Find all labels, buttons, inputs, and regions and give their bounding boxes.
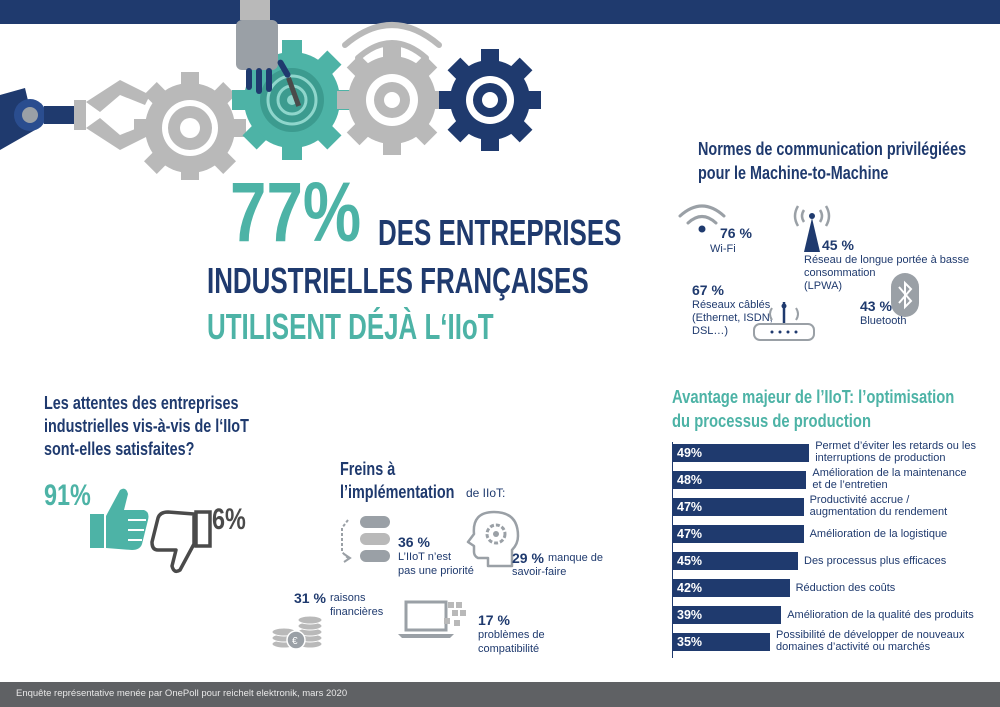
chart-category-label: Amélioration de la maintenance et de l’en… (812, 467, 966, 491)
list-icon (341, 516, 390, 563)
knowhow-label-line2: savoir-faire (512, 566, 567, 578)
chart-value-label: 49% (677, 446, 703, 460)
wifi-icon (678, 204, 726, 233)
chart-bar (672, 525, 804, 543)
chart-bar (672, 606, 782, 624)
chart-category-label-line: Amélioration de la logistique (809, 528, 948, 540)
chart-category-label: Productivité accrue / augmentation du ren… (810, 494, 948, 518)
chart-axis (672, 442, 673, 658)
comm-title-line2: pour le Machine-to-Machine (698, 163, 889, 183)
head-gear-icon (466, 510, 520, 568)
laptop-icon (398, 600, 466, 638)
priority-pct: 36 % (398, 534, 430, 550)
robot-arm-icon (0, 80, 150, 150)
chart-category-label-line: Réduction des coûts (795, 582, 896, 594)
bluetooth-icon (891, 273, 919, 317)
footer-bar: Enquête représentative menée par OnePoll… (0, 682, 1000, 707)
gear-icon (134, 72, 246, 180)
chart-value-label: 47% (677, 500, 703, 514)
antenna-icon (793, 205, 831, 252)
chart-bar (672, 579, 790, 597)
robot-hand-icon (236, 0, 302, 107)
chart-category-label-line: Amélioration de la qualité des produits (787, 609, 974, 621)
compat-label-line2: compatibilité (478, 643, 540, 655)
chart-value-label: 39% (677, 608, 703, 622)
compat-label-line1: problèmes de (478, 629, 545, 641)
unsatisfied-pct: 6% (212, 503, 246, 536)
wired-label-line3: DSL…) (692, 325, 729, 337)
chart-category-label-line: et de l’entretien (812, 479, 888, 491)
priority-label-line2: pas une priorité (398, 565, 474, 577)
chart-value-label: 35% (677, 635, 703, 649)
chart-bar (672, 552, 798, 570)
header-illustration (0, 0, 541, 180)
gear-icon (439, 49, 541, 151)
chart-category-label: Possibilité de développer de nouveaux dom… (776, 629, 964, 653)
bluetooth-label: Bluetooth (860, 315, 907, 327)
chart-value-label: 47% (677, 527, 703, 541)
chart-bar (672, 471, 807, 489)
financial-label-line2: financières (330, 606, 384, 618)
chart-value-label: 48% (677, 473, 703, 487)
wifi-pct: 76 % (720, 225, 752, 241)
advantage-title-line1: Avantage majeur de l’IIoT: l’optimisatio… (672, 386, 955, 407)
chart-bar (672, 444, 810, 462)
router-icon (753, 302, 815, 341)
top-banner (0, 0, 1000, 24)
chart-category-label-line: augmentation du rendement (809, 506, 948, 518)
satisfaction-title-line3: sont-elles satisfaites? (44, 439, 195, 459)
knowhow-label-inline: manque de (548, 552, 604, 564)
wired-label-line1: Réseaux câblés (692, 299, 771, 311)
financial-pct: 31 % (294, 590, 326, 606)
satisfaction-title-line1: Les attentes des entreprises (44, 393, 239, 413)
chart-category-label: Amélioration de la logistique (810, 528, 948, 540)
brakes-title-suffix: de IIoT: (466, 486, 506, 500)
chart-value-label: 42% (677, 581, 703, 595)
wired-pct: 67 % (692, 282, 724, 298)
chart-category-label: Amélioration de la qualité des produits (787, 609, 974, 621)
compat-pct: 17 % (478, 612, 510, 628)
knowhow-pct: 29 % (512, 550, 544, 566)
advantage-title-line2: du processus de production (672, 410, 871, 431)
wifi-label: Wi-Fi (710, 243, 736, 255)
bluetooth-pct: 43 % (860, 298, 892, 314)
brakes-title-line2: l’implémentation (340, 482, 455, 502)
thumbs-up-icon (90, 488, 149, 550)
chart-category-label: Permet d’éviter les retards ou les interr… (815, 440, 976, 464)
financial-label-inline: raisons (330, 592, 366, 604)
lpwa-label-line1: Réseau de longue portée à basse (804, 254, 970, 266)
headline-percent: 77% (230, 165, 362, 259)
chart-category-label-line: Amélioration de la maintenance (812, 467, 967, 479)
brakes-title-line1: Freins à (340, 459, 396, 479)
gear-icon (337, 45, 447, 155)
headline-line2: INDUSTRIELLES FRANÇAISES (207, 260, 589, 301)
chart-value-label: 45% (677, 554, 703, 568)
chart-category-label-line: domaines d’activité ou marchés (776, 641, 931, 653)
comm-title-line1: Normes de communication privilégiées (698, 139, 967, 159)
wifi-icon (342, 22, 442, 61)
lpwa-pct: 45 % (822, 237, 854, 253)
svg-text:€: € (292, 636, 298, 647)
wired-label-line2: (Ethernet, ISDN, (692, 312, 773, 324)
chart-category-label-line: Possibilité de développer de nouveaux (776, 629, 965, 641)
thumbs-down-icon (150, 510, 212, 574)
chart-category-label-line: Permet d’éviter les retards ou les (815, 440, 976, 452)
coins-icon: € (271, 615, 323, 650)
chart-category-label-line: interruptions de production (815, 452, 946, 464)
footer-text: Enquête représentative menée par OnePoll… (16, 688, 348, 699)
priority-label-line1: L’IIoT n’est (398, 551, 451, 563)
chart-category-label: Des processus plus efficaces (804, 555, 946, 567)
chart-bar (672, 633, 770, 651)
chart-bar (672, 498, 804, 516)
headline-line3: UTILISENT DÉJÀ L‘IIoT (207, 306, 494, 347)
chart-category-label: Réduction des coûts (796, 582, 896, 594)
lpwa-label-line2: consommation (804, 267, 876, 279)
chart-category-label-line: Des processus plus efficaces (804, 555, 947, 567)
chart-category-label-line: Productivité accrue / (809, 494, 910, 506)
satisfied-pct: 91% (44, 479, 91, 512)
headline-line1: DES ENTREPRISES (378, 212, 622, 253)
satisfaction-title-line2: industrielles vis-à-vis de l‘IIoT (44, 416, 249, 436)
lpwa-label-line3: (LPWA) (804, 280, 843, 292)
